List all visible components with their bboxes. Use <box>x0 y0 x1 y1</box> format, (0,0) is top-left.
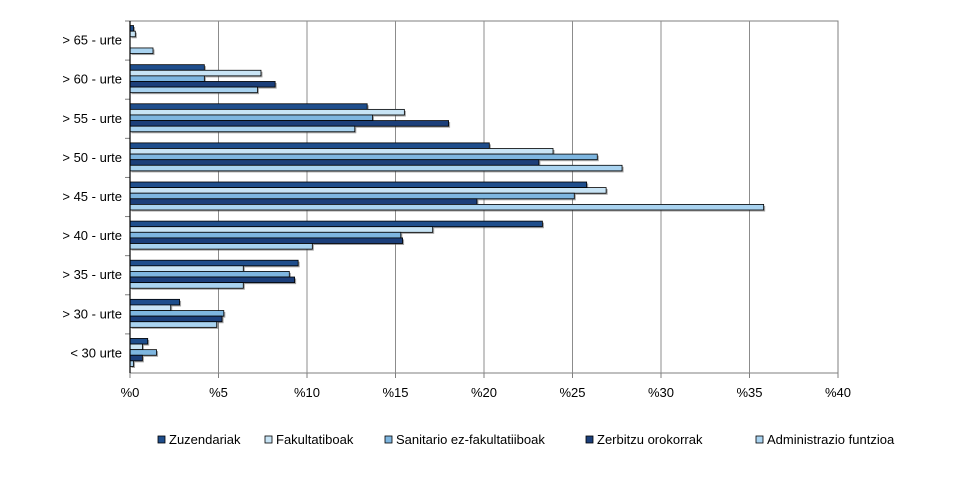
x-tick-label: %25 <box>559 385 585 400</box>
bar <box>129 220 543 228</box>
legend-swatch <box>585 435 594 444</box>
bar <box>129 310 225 317</box>
legend: Zuzendariak Fakultatiboak Sanitario ez-fak… <box>157 432 895 447</box>
bar <box>129 69 262 77</box>
bar <box>129 120 450 127</box>
bar <box>129 304 172 311</box>
y-tick-label: > 50 - urte <box>62 150 122 165</box>
bar <box>129 75 205 82</box>
bar <box>129 142 490 149</box>
bar <box>129 259 299 267</box>
legend-label: Administrazio funtzioa <box>767 432 895 447</box>
legend-label: Zerbitzu orokorrak <box>597 432 703 447</box>
bar <box>129 181 588 188</box>
y-tick-label: > 65 - urte <box>62 33 122 48</box>
bar <box>129 321 218 328</box>
bar <box>129 343 143 351</box>
bar <box>129 231 402 239</box>
bar <box>129 153 598 161</box>
bar <box>129 298 180 306</box>
x-tick-label: %30 <box>648 385 674 400</box>
bar <box>129 47 154 54</box>
x-tick-label: %10 <box>294 385 320 400</box>
bar <box>129 243 313 250</box>
y-tick-label: > 35 - urte <box>62 267 122 282</box>
bar <box>129 282 244 289</box>
bar <box>129 81 276 88</box>
bar <box>129 271 290 278</box>
y-tick-label: > 45 - urte <box>62 189 122 204</box>
legend-label: Zuzendariak <box>169 432 241 447</box>
legend-swatch <box>384 435 393 444</box>
bar <box>129 276 296 284</box>
bar <box>129 192 575 200</box>
legend-swatch <box>264 435 273 444</box>
bar <box>129 338 149 345</box>
bar <box>129 315 223 323</box>
bar <box>129 349 157 356</box>
bar <box>129 64 205 71</box>
legend-swatch <box>755 435 764 444</box>
bar <box>129 203 765 211</box>
bar <box>129 187 607 194</box>
y-tick-label: > 60 - urte <box>62 72 122 87</box>
bar <box>129 86 258 94</box>
axes-layer: %0 %5 %10 %15 %20 %25 %30 %35 %40 > 65 - urte > 60… <box>62 20 851 400</box>
x-tick-label: %40 <box>825 385 851 400</box>
bar <box>129 114 373 121</box>
bar <box>129 148 554 155</box>
y-tick-label: < 30 urte <box>70 345 122 360</box>
bar <box>129 103 368 110</box>
x-tick-label: %15 <box>382 385 408 400</box>
bar <box>129 159 540 166</box>
x-tick-label: %0 <box>121 385 140 400</box>
legend-swatch <box>157 435 166 444</box>
bar <box>129 30 136 38</box>
bar <box>129 164 623 172</box>
x-tick-label: %5 <box>209 385 228 400</box>
bar <box>129 125 356 133</box>
bar <box>129 108 405 116</box>
y-tick-label: > 55 - urte <box>62 111 122 126</box>
y-tick-label: > 30 - urte <box>62 306 122 321</box>
bar <box>129 237 403 244</box>
bar <box>129 198 478 205</box>
x-tick-label: %35 <box>736 385 762 400</box>
legend-label: Fakultatiboak <box>276 432 354 447</box>
bar <box>129 226 434 233</box>
bars-layer <box>129 25 766 368</box>
x-tick-label: %20 <box>471 385 497 400</box>
bar <box>129 265 244 272</box>
y-tick-label: > 40 - urte <box>62 228 122 243</box>
bar <box>129 354 143 362</box>
legend-label: Sanitario ez-fakultatiiboak <box>396 432 545 447</box>
